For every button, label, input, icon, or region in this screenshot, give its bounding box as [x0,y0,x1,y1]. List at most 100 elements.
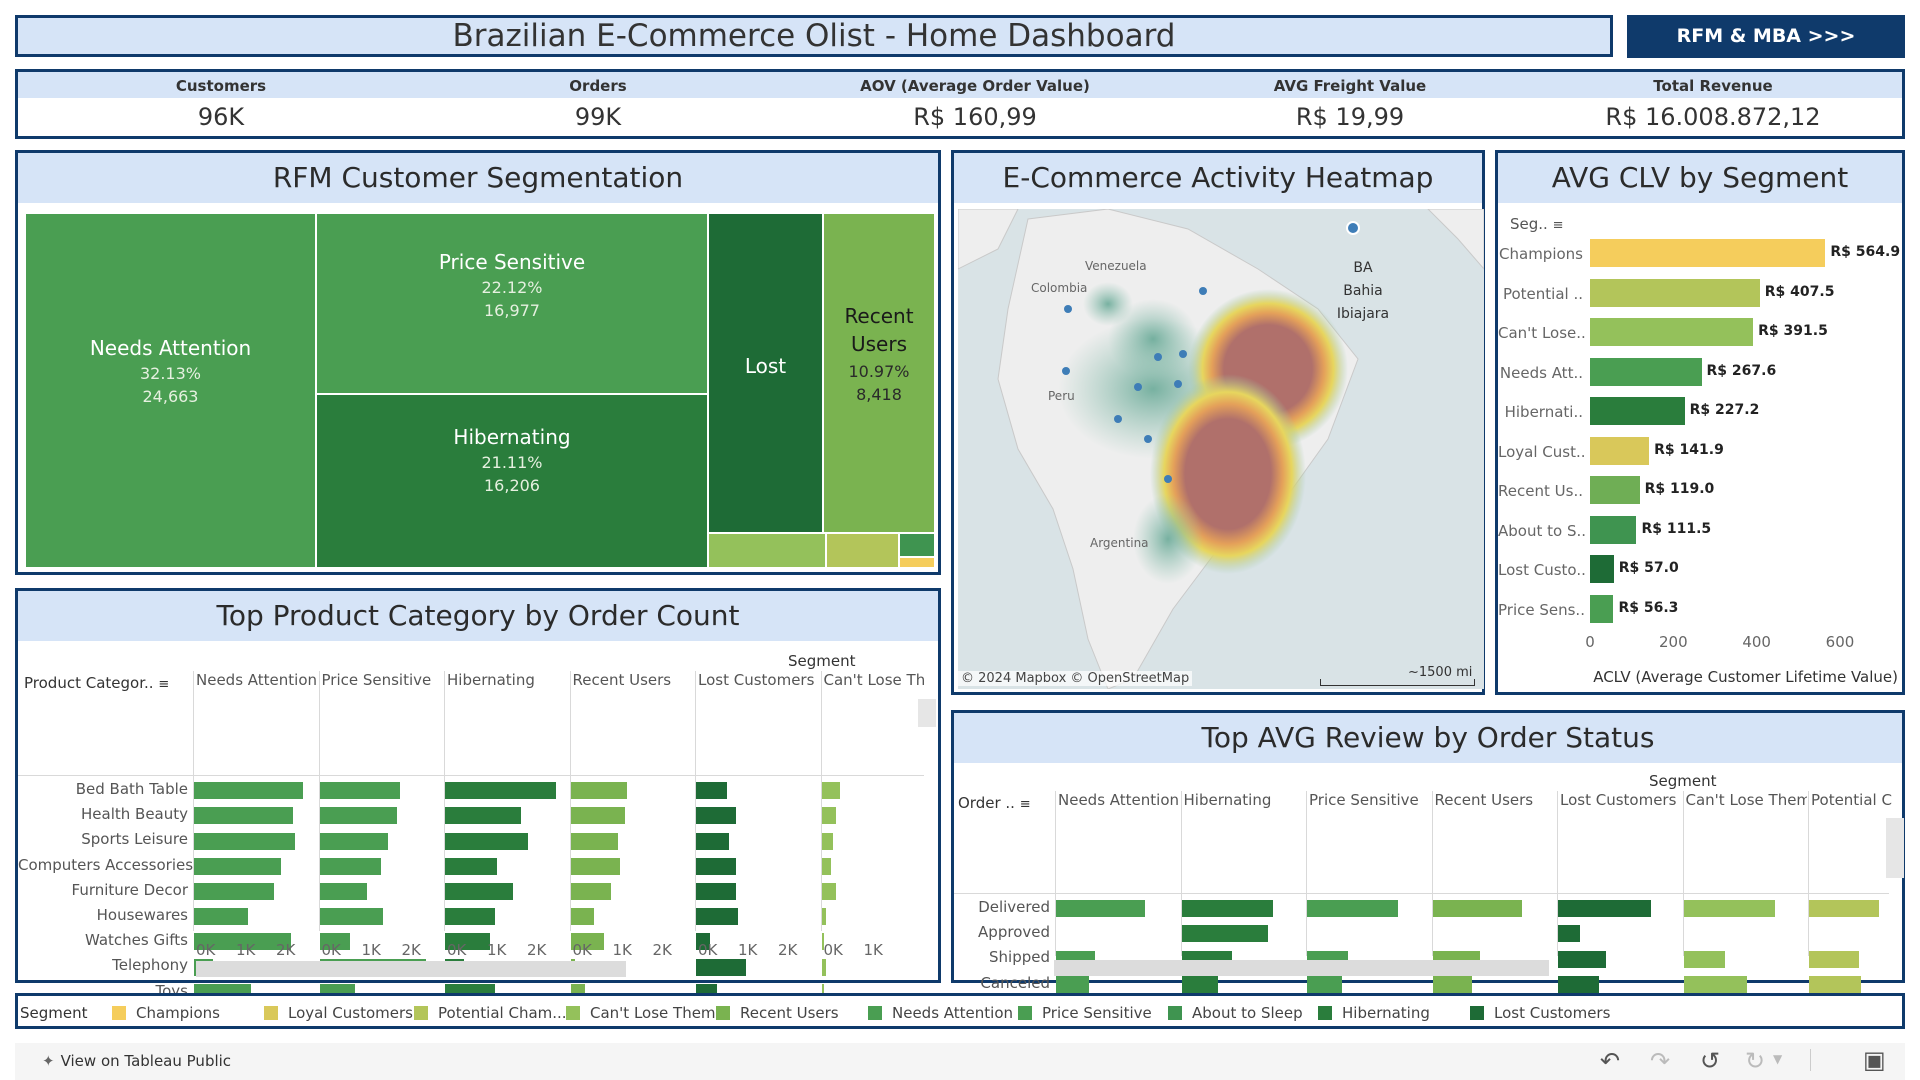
column-header[interactable]: Potential C [1811,791,1892,809]
bar[interactable] [319,807,398,825]
bar[interactable] [194,832,296,850]
bar[interactable] [821,882,836,900]
sort-icon[interactable]: ≡ [1552,218,1564,233]
column-header[interactable]: Recent Users [572,671,672,689]
clv-bar[interactable] [1590,515,1637,544]
legend-item[interactable]: About to Sleep [1168,1004,1303,1022]
rfm-mba-link-button[interactable]: RFM & MBA >>> [1627,15,1905,58]
refresh-icon[interactable]: ↻ [1745,1047,1766,1075]
legend-item[interactable]: Needs Attention [868,1004,1013,1022]
clv-bar[interactable] [1590,594,1614,623]
bar[interactable] [570,832,618,850]
bar[interactable] [1683,950,1725,968]
treemap-block-recent-users[interactable]: Recent Users 10.97% 8,418 [823,213,935,533]
bar[interactable] [1307,900,1399,918]
bar[interactable] [1056,975,1089,993]
treemap-block-lost[interactable]: Lost [708,213,823,533]
bar[interactable] [696,958,746,976]
column-header[interactable]: Price Sensitive [321,671,432,689]
legend-item[interactable]: Hibernating [1318,1004,1430,1022]
treemap-block-potential[interactable] [826,533,899,568]
redo-icon[interactable]: ↷ [1650,1047,1671,1075]
bar[interactable] [319,882,367,900]
bar[interactable] [194,857,282,875]
bar[interactable] [319,782,400,800]
sort-icon[interactable]: ≡ [158,677,170,692]
bar[interactable] [319,857,381,875]
legend-item[interactable]: Loyal Customers [264,1004,413,1022]
treemap-block-needs-attention[interactable]: Needs Attention 32.13% 24,663 [25,213,316,568]
bar[interactable] [1683,975,1747,993]
clv-bar[interactable] [1590,476,1640,504]
column-header[interactable]: Lost Customers [1560,791,1677,809]
bar[interactable] [1432,900,1522,918]
revert-icon[interactable]: ↺ [1700,1047,1721,1075]
vertical-scrollbar[interactable] [918,699,936,727]
treemap-block-about-to-sleep[interactable] [899,533,935,557]
treemap-block-champions[interactable] [899,557,935,568]
bar[interactable] [1432,975,1472,993]
bar[interactable] [1558,925,1580,943]
bar[interactable] [1181,900,1273,918]
column-header[interactable]: Needs Attention [196,671,318,689]
bar[interactable] [570,857,621,875]
bar[interactable] [1809,975,1862,993]
bar[interactable] [696,857,737,875]
column-header[interactable]: Hibernating [447,671,535,689]
bar[interactable] [445,807,521,825]
bar[interactable] [821,807,836,825]
column-header[interactable]: Needs Attention [1058,791,1180,809]
bar[interactable] [445,882,514,900]
treemap-block-hibernating[interactable]: Hibernating 21.11% 16,206 [316,394,708,568]
sort-icon[interactable]: ≡ [1019,797,1031,812]
bar[interactable] [194,782,303,800]
bar[interactable] [445,857,497,875]
column-header[interactable]: Recent Users [1434,791,1534,809]
legend-item[interactable]: Can't Lose Them [566,1004,716,1022]
clv-bar[interactable] [1590,318,1754,346]
horizontal-scrollbar[interactable] [1054,960,1549,976]
refresh-dropdown-icon[interactable]: ▼ [1773,1052,1783,1066]
bar[interactable] [319,908,384,926]
bar[interactable] [821,782,841,800]
bar[interactable] [570,807,625,825]
bar[interactable] [1181,975,1219,993]
bar[interactable] [821,857,831,875]
vertical-scrollbar[interactable] [1886,818,1904,878]
clv-bar[interactable] [1590,357,1702,386]
legend-item[interactable]: Price Sensitive [1018,1004,1152,1022]
legend-item[interactable]: Champions [112,1004,220,1022]
clv-row-header[interactable]: Seg.. ≡ [1510,215,1564,233]
bar[interactable] [821,832,834,850]
bar[interactable] [1181,925,1269,943]
bar[interactable] [1683,900,1775,918]
bar[interactable] [1056,900,1146,918]
bar[interactable] [319,933,351,951]
bar[interactable] [194,908,249,926]
bar[interactable] [570,933,604,951]
bar[interactable] [194,882,275,900]
bar[interactable] [445,933,490,951]
column-header[interactable]: Can't Lose Th [823,671,926,689]
clv-bar[interactable] [1590,555,1614,583]
product-row-header[interactable]: Product Categor.. ≡ [24,674,169,692]
map-attribution[interactable]: © 2024 Mapbox © OpenStreetMap [958,671,1193,686]
undo-icon[interactable]: ↶ [1600,1047,1621,1075]
bar[interactable] [194,807,294,825]
bar[interactable] [1558,950,1606,968]
bar[interactable] [445,908,495,926]
column-header[interactable]: Lost Customers [698,671,815,689]
legend-item[interactable]: Lost Customers [1470,1004,1610,1022]
bar[interactable] [1307,975,1342,993]
clv-bar[interactable] [1590,239,1826,267]
treemap-block-cant-lose[interactable] [708,533,826,568]
bar[interactable] [1558,975,1600,993]
map-canvas[interactable]: Venezuela Colombia Peru Argentina BA Bah… [958,209,1484,689]
legend-item[interactable]: Potential Cham... [414,1004,567,1022]
bar[interactable] [696,832,730,850]
treemap-block-price-sensitive[interactable]: Price Sensitive 22.12% 16,977 [316,213,708,394]
bar[interactable] [696,933,711,951]
order-row-header[interactable]: Order .. ≡ [958,794,1031,812]
bar[interactable] [821,958,827,976]
clv-bar[interactable] [1590,397,1685,425]
